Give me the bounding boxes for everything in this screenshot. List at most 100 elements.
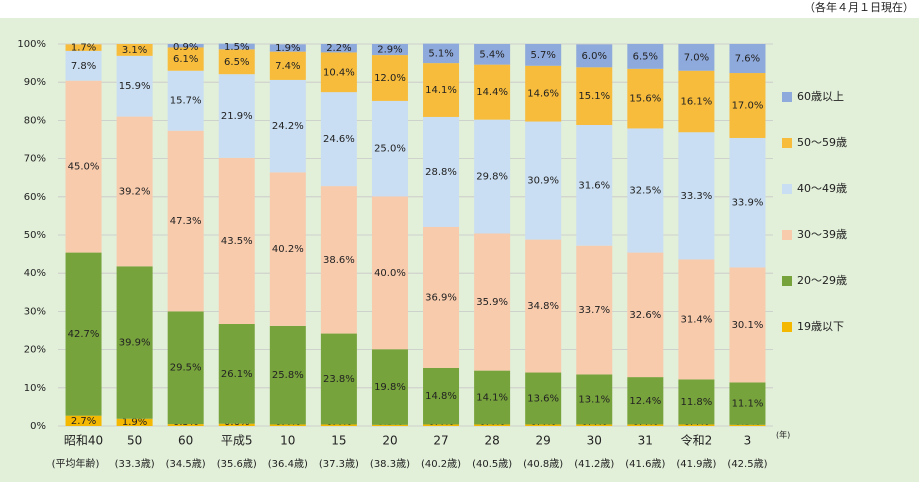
- value-label: 6.5%: [633, 51, 658, 62]
- bar-segment: [423, 116, 460, 227]
- y-tick-label: 30%: [24, 306, 46, 317]
- bar-segment: [218, 49, 255, 75]
- y-tick-label: 60%: [24, 192, 46, 203]
- bar-segment: [423, 226, 460, 368]
- value-label: 2.2%: [326, 43, 351, 54]
- value-label: 30.9%: [527, 176, 559, 187]
- value-label: 31.4%: [681, 314, 713, 325]
- legend-label: 60歳以上: [797, 90, 844, 103]
- bar-segment: [627, 68, 664, 129]
- bar-segment: [576, 124, 613, 246]
- bar-segment: [320, 333, 357, 425]
- legend-label: 40～49歳: [797, 182, 847, 195]
- bar-segment: [729, 382, 766, 425]
- bar-segment: [576, 424, 613, 426]
- y-tick-label: 40%: [24, 268, 46, 279]
- y-tick-label: 20%: [24, 345, 46, 356]
- value-label: 7.8%: [71, 61, 96, 72]
- value-label: 19.8%: [374, 382, 406, 393]
- category-note: (40.5歳): [472, 458, 512, 470]
- value-label: 14.6%: [527, 89, 559, 100]
- x-tick-label: 3: [744, 434, 752, 448]
- bar-segment: [525, 121, 562, 240]
- value-label: 16.1%: [681, 96, 713, 107]
- legend-label: 19歳以下: [797, 320, 844, 333]
- bar-segment: [423, 424, 460, 426]
- bar-segment: [167, 311, 204, 425]
- legend-swatch: [782, 276, 792, 286]
- value-label: 3.1%: [122, 45, 147, 56]
- bar-segment: [627, 44, 664, 69]
- value-label: 7.0%: [684, 52, 709, 63]
- value-label: 33.7%: [578, 305, 610, 316]
- x-tick-label: 10: [280, 434, 295, 448]
- value-label: 24.2%: [272, 121, 304, 132]
- bar-segment: [678, 44, 715, 71]
- legend-label: 30～39歳: [797, 228, 847, 241]
- x-tick-label: 30: [587, 434, 602, 448]
- value-label: 11.1%: [732, 399, 764, 410]
- value-label: 29.5%: [170, 363, 202, 374]
- bar-segment: [65, 252, 102, 416]
- value-label: 15.7%: [170, 96, 202, 107]
- x-tick-label: 29: [536, 434, 551, 448]
- bar-segment: [627, 252, 664, 378]
- bar-segment: [65, 415, 102, 426]
- value-label: 31.6%: [578, 180, 610, 191]
- bar-segment: [320, 424, 357, 426]
- bar-segment: [678, 70, 715, 133]
- bar-segment: [474, 64, 511, 120]
- bar-segment: [269, 44, 306, 52]
- category-note: (35.6歳): [217, 458, 257, 470]
- value-label: 26.1%: [221, 369, 253, 380]
- value-label: 36.9%: [425, 292, 457, 303]
- bar-segment: [269, 51, 306, 80]
- x-tick-label: 50: [127, 434, 142, 448]
- bar-segment: [678, 424, 715, 426]
- value-label: 1.5%: [224, 42, 249, 53]
- bar-segment: [167, 130, 204, 312]
- value-label: 32.5%: [629, 185, 661, 196]
- category-note: (38.3歳): [370, 458, 410, 470]
- category-note: (34.5歳): [166, 458, 206, 470]
- x-tick-label: 28: [484, 434, 499, 448]
- value-label: 1.7%: [71, 43, 96, 54]
- bar-segment: [167, 70, 204, 131]
- bar-segment: [320, 52, 357, 93]
- bar-segment: [269, 424, 306, 426]
- bar-segment: [218, 74, 255, 158]
- value-label: 30.1%: [732, 320, 764, 331]
- bar-segment: [576, 245, 613, 375]
- bar-segment: [678, 379, 715, 425]
- bar-segment: [576, 67, 613, 125]
- bar-segment: [423, 367, 460, 425]
- category-note: (41.2歳): [574, 458, 614, 470]
- bar-segment: [729, 137, 766, 268]
- y-tick-label: 0%: [30, 421, 46, 432]
- value-label: 43.5%: [221, 236, 253, 247]
- x-tick-label: 20: [382, 434, 397, 448]
- category-note: (平均年齢): [52, 457, 100, 470]
- bar-segment: [320, 44, 357, 53]
- value-label: 2.9%: [377, 45, 402, 56]
- bar-segment: [627, 424, 664, 426]
- bar-segment: [269, 172, 306, 326]
- value-label: 15.6%: [629, 94, 661, 105]
- bar-segment: [218, 423, 255, 426]
- y-tick-label: 90%: [24, 77, 46, 88]
- value-label: 6.0%: [582, 51, 607, 62]
- value-label: 5.7%: [530, 50, 555, 61]
- bar-segment: [627, 377, 664, 425]
- value-label: 14.4%: [476, 87, 508, 98]
- value-label: 24.6%: [323, 134, 355, 145]
- category-note: (41.6歳): [625, 458, 665, 470]
- value-label: 33.9%: [732, 198, 764, 209]
- bar-segment: [474, 44, 511, 65]
- x-tick-label: 昭和40: [64, 434, 103, 448]
- category-note: (40.2歳): [421, 458, 461, 470]
- bar-segment: [729, 73, 766, 138]
- x-tick-label: 令和2: [681, 433, 713, 448]
- bar-segment: [320, 92, 357, 187]
- value-label: 32.6%: [629, 310, 661, 321]
